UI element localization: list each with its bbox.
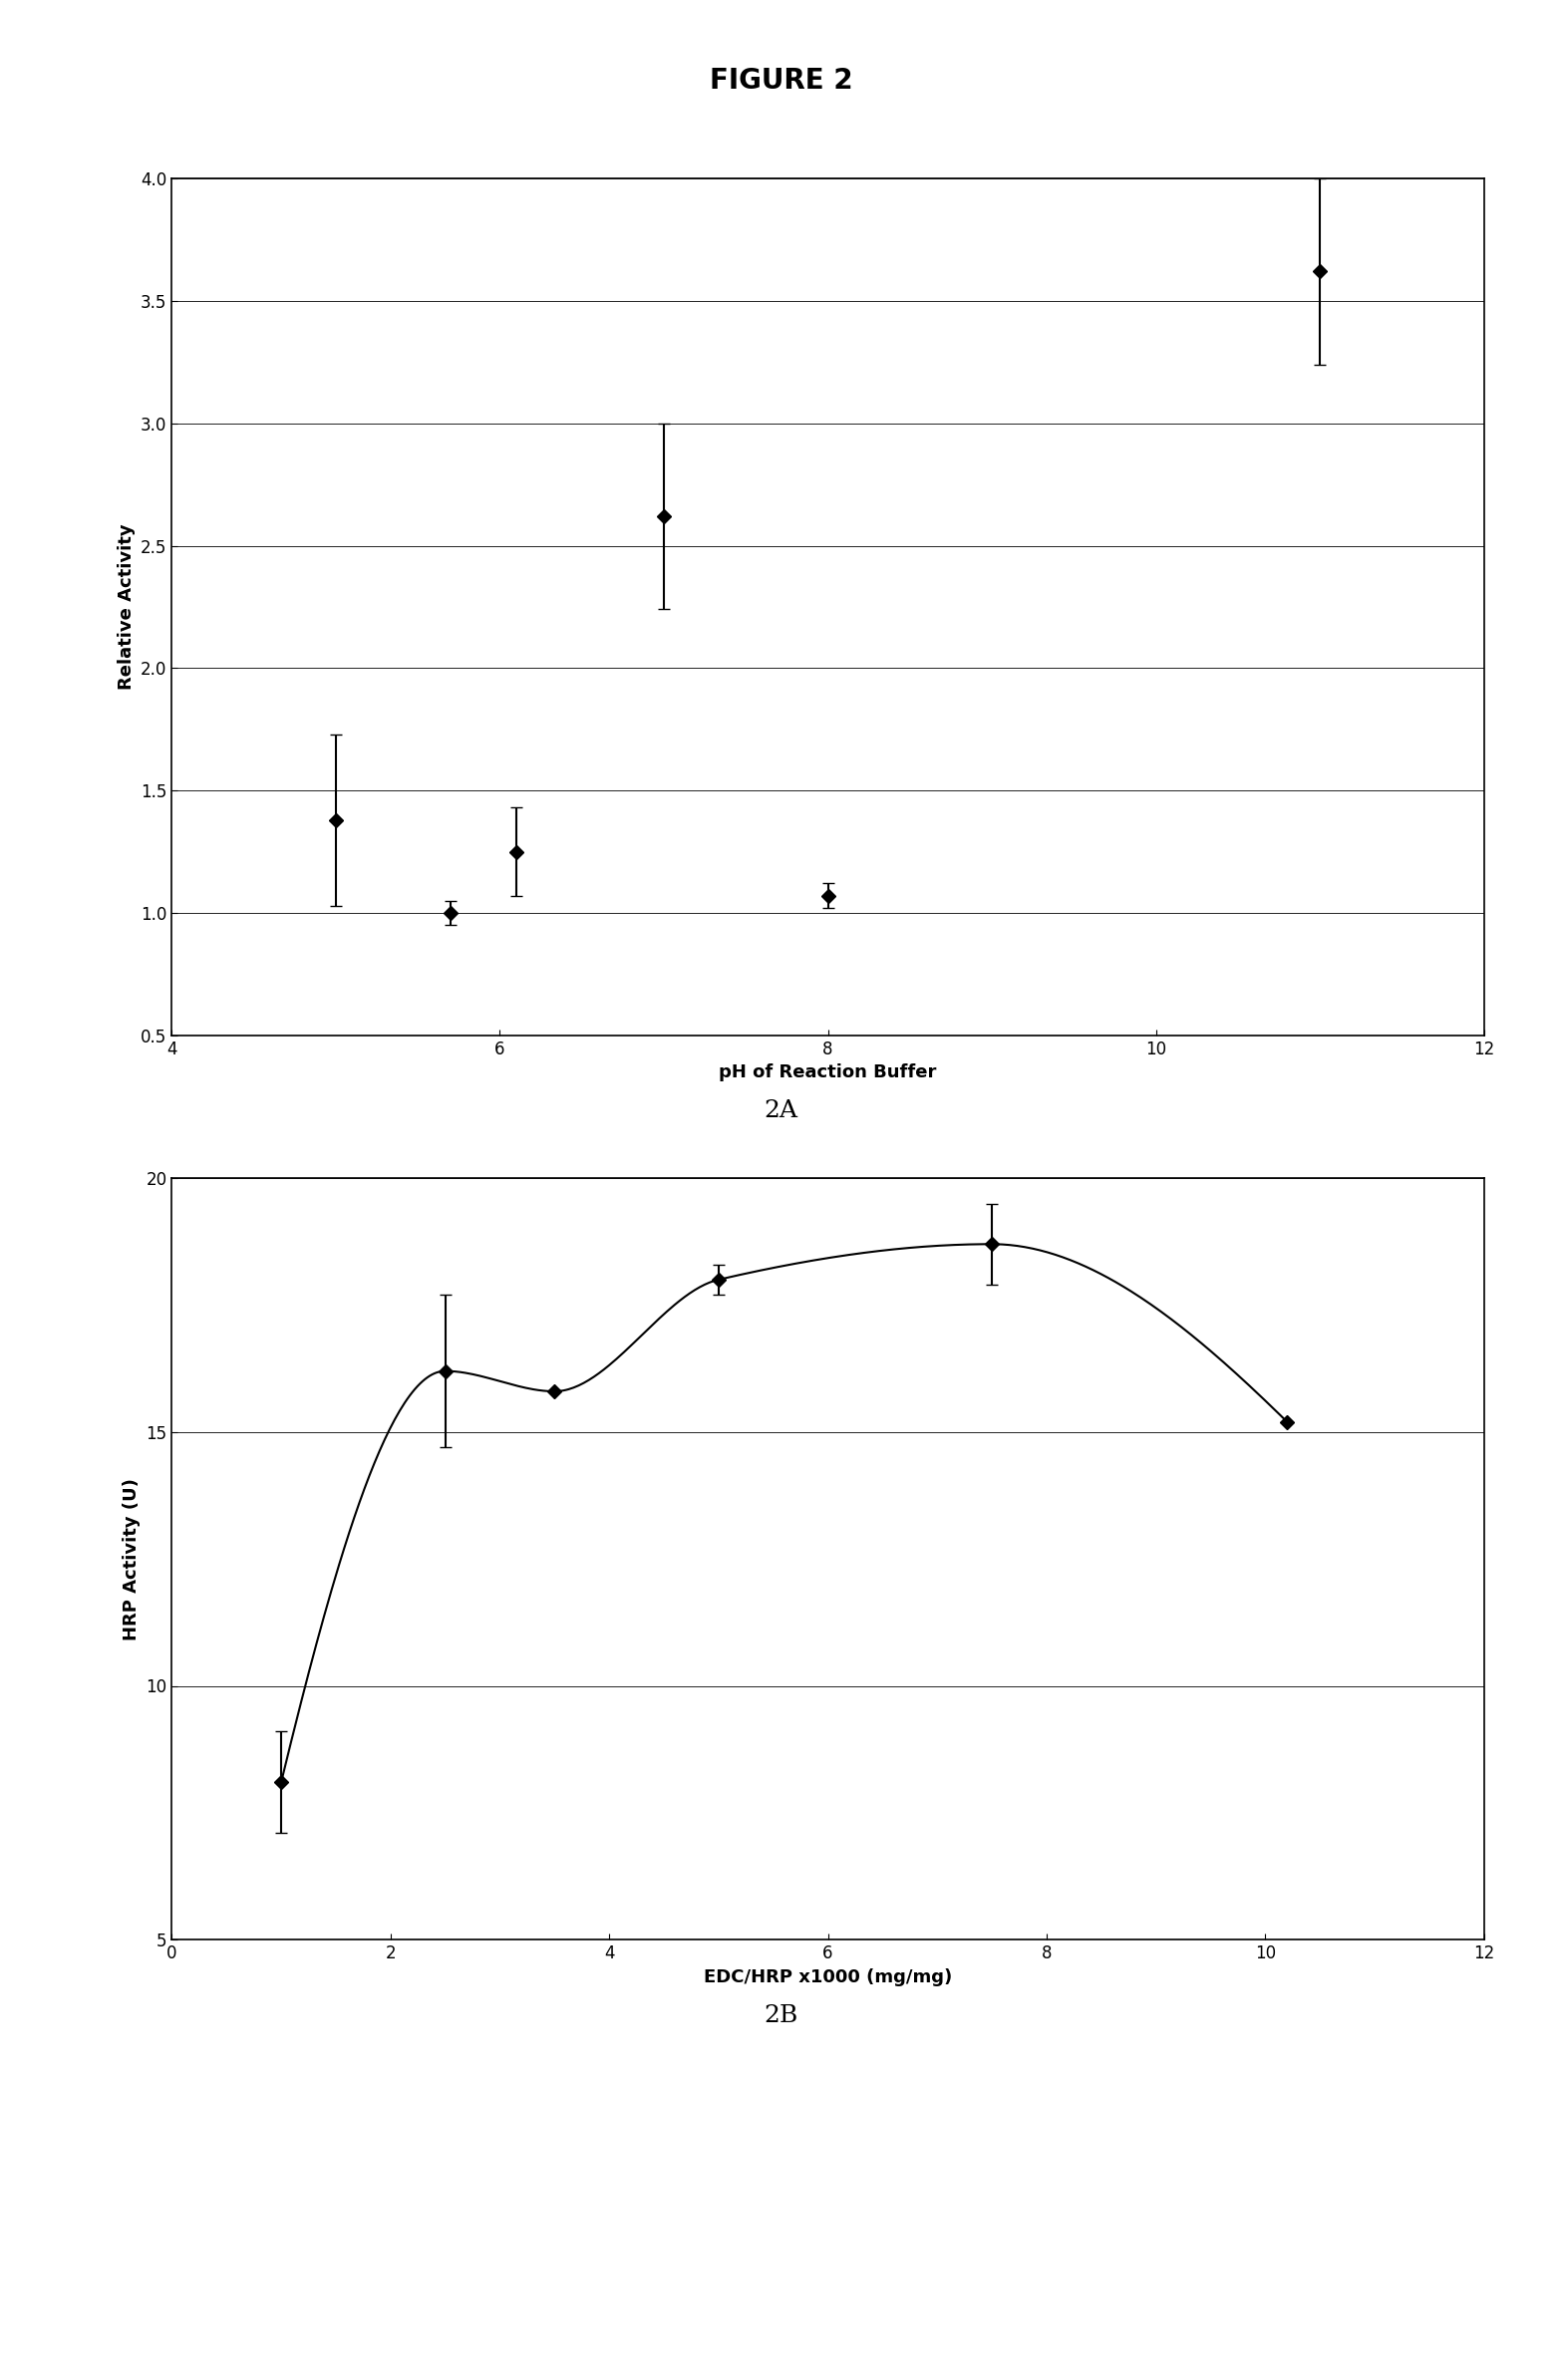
X-axis label: EDC/HRP x1000 (mg/mg): EDC/HRP x1000 (mg/mg) — [703, 1968, 953, 1985]
Text: FIGURE 2: FIGURE 2 — [709, 67, 853, 95]
Y-axis label: Relative Activity: Relative Activity — [117, 524, 136, 690]
Text: 2B: 2B — [764, 2004, 798, 2028]
Y-axis label: HRP Activity (U): HRP Activity (U) — [122, 1478, 141, 1640]
X-axis label: pH of Reaction Buffer: pH of Reaction Buffer — [719, 1064, 937, 1081]
Text: 2A: 2A — [764, 1100, 798, 1123]
